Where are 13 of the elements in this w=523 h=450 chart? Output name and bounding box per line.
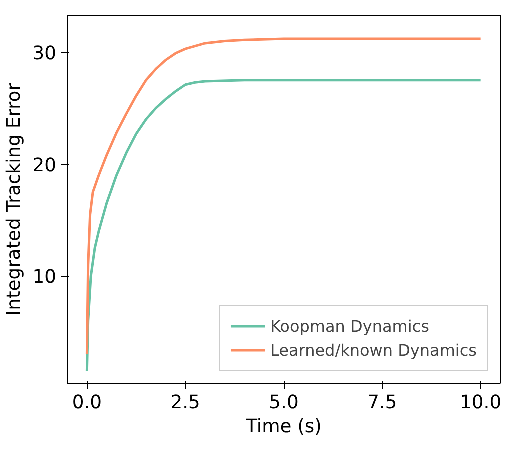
y-axis-title: Integrated Tracking Error: [4, 82, 25, 316]
x-tick-label: 0.0: [72, 392, 102, 414]
x-tick-label: 2.5: [170, 392, 200, 414]
line-series: [86, 79, 482, 372]
x-axis-title: Time (s): [245, 416, 322, 438]
x-tick-label: 10.0: [460, 392, 502, 414]
legend-label: Koopman Dynamics: [270, 316, 430, 336]
y-tick-label: 30: [32, 43, 57, 64]
y-tick-label: 10: [32, 267, 57, 288]
x-tick-label: 7.5: [368, 392, 398, 414]
x-tick-label: 5.0: [269, 392, 299, 414]
y-tick-label: 20: [32, 155, 57, 176]
legend-label: Learned/known Dynamics: [270, 340, 477, 360]
